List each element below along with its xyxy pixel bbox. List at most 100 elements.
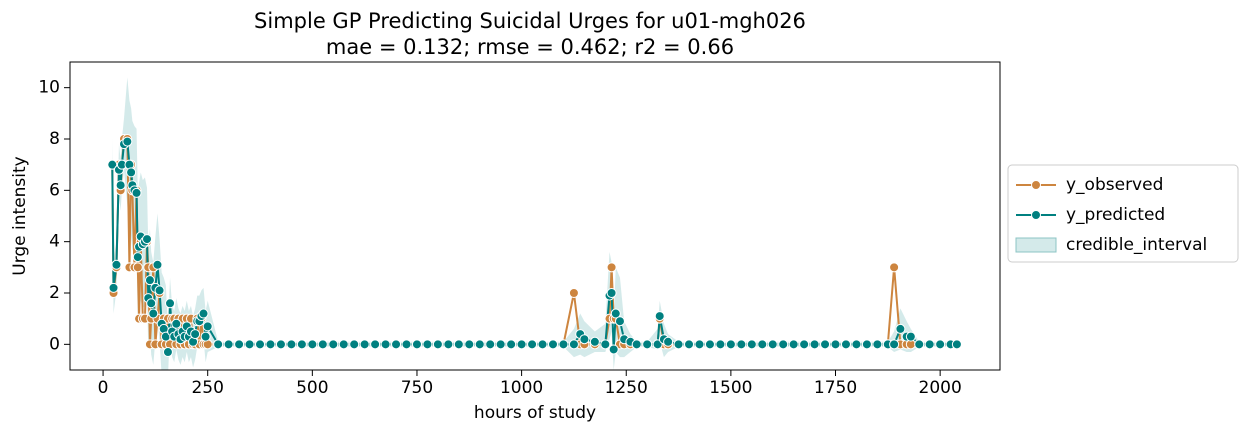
x-tick-label: 1250 bbox=[605, 378, 648, 398]
y-tick-label: 4 bbox=[49, 232, 60, 252]
data-point bbox=[757, 339, 768, 350]
data-point bbox=[631, 339, 642, 350]
data-point bbox=[275, 339, 286, 350]
data-point bbox=[411, 339, 422, 350]
data-point bbox=[704, 339, 715, 350]
x-tick-label: 500 bbox=[296, 378, 328, 398]
data-point bbox=[736, 339, 747, 350]
legend-label: y_predicted bbox=[1066, 205, 1165, 225]
data-point bbox=[516, 339, 527, 350]
data-point bbox=[165, 298, 176, 309]
data-point bbox=[951, 339, 962, 350]
data-point bbox=[328, 339, 339, 350]
data-point bbox=[464, 339, 475, 350]
data-point bbox=[914, 339, 925, 350]
data-point bbox=[746, 339, 757, 350]
y-tick-label: 8 bbox=[49, 129, 60, 149]
data-point bbox=[568, 339, 579, 350]
data-point bbox=[872, 339, 883, 350]
y-axis-label: Urge intensity bbox=[10, 156, 30, 276]
data-point bbox=[132, 252, 143, 263]
data-point bbox=[152, 259, 163, 270]
data-point bbox=[610, 308, 621, 319]
data-point bbox=[317, 339, 328, 350]
data-point bbox=[286, 339, 297, 350]
data-point bbox=[422, 339, 433, 350]
chart-title: Simple GP Predicting Suicidal Urges for … bbox=[254, 9, 806, 33]
data-point bbox=[547, 339, 558, 350]
data-point bbox=[889, 339, 900, 350]
data-point bbox=[432, 339, 443, 350]
data-point bbox=[223, 339, 234, 350]
data-point bbox=[506, 339, 517, 350]
data-point bbox=[171, 318, 182, 329]
data-point bbox=[600, 339, 611, 350]
data-point bbox=[370, 339, 381, 350]
data-point bbox=[108, 282, 119, 293]
x-tick-label: 1750 bbox=[814, 378, 857, 398]
data-point bbox=[606, 288, 617, 298]
data-point bbox=[338, 339, 349, 350]
legend-label: credible_interval bbox=[1066, 235, 1207, 255]
plot-area bbox=[107, 77, 962, 370]
data-point bbox=[148, 308, 159, 319]
data-point bbox=[115, 180, 126, 191]
legend: y_observed y_predicted credible_interval bbox=[1007, 164, 1239, 263]
data-point bbox=[568, 288, 579, 298]
data-point bbox=[684, 339, 695, 350]
y-tick-label: 0 bbox=[49, 334, 60, 354]
data-point bbox=[307, 339, 318, 350]
data-point bbox=[142, 234, 153, 245]
x-tick-label: 250 bbox=[191, 378, 223, 398]
data-point bbox=[579, 334, 590, 345]
data-point bbox=[202, 321, 213, 332]
data-point bbox=[851, 339, 862, 350]
data-point bbox=[778, 339, 789, 350]
data-point bbox=[111, 259, 122, 270]
legend-marker bbox=[1031, 210, 1041, 220]
data-point bbox=[895, 323, 906, 334]
data-point bbox=[453, 339, 464, 350]
data-point bbox=[663, 336, 674, 347]
data-point bbox=[642, 339, 653, 350]
data-point bbox=[200, 331, 211, 342]
data-point bbox=[146, 298, 157, 309]
legend-swatch bbox=[1015, 237, 1057, 253]
x-tick-label: 0 bbox=[98, 378, 109, 398]
data-point bbox=[126, 167, 137, 178]
legend-marker bbox=[1031, 180, 1041, 190]
y-tick-label: 10 bbox=[38, 78, 60, 98]
x-tick-label: 1500 bbox=[709, 378, 752, 398]
data-point bbox=[527, 339, 538, 350]
data-point bbox=[485, 339, 496, 350]
data-point bbox=[767, 339, 778, 350]
data-point bbox=[154, 285, 165, 296]
plot-frame bbox=[69, 61, 1001, 371]
data-point bbox=[474, 339, 485, 350]
data-point bbox=[132, 262, 143, 273]
data-point bbox=[788, 339, 799, 350]
data-point bbox=[694, 339, 705, 350]
data-point bbox=[905, 331, 916, 342]
data-point bbox=[122, 136, 133, 147]
data-point bbox=[608, 344, 619, 355]
data-point bbox=[935, 339, 946, 350]
data-point bbox=[589, 336, 600, 347]
data-point bbox=[558, 339, 569, 350]
legend-label: y_observed bbox=[1066, 175, 1163, 195]
data-point bbox=[715, 339, 726, 350]
data-point bbox=[614, 316, 625, 327]
data-point bbox=[840, 339, 851, 350]
data-point bbox=[443, 339, 454, 350]
data-point bbox=[809, 339, 820, 350]
data-point bbox=[606, 262, 617, 273]
y-tick-label: 6 bbox=[49, 180, 60, 200]
legend-box bbox=[1007, 164, 1239, 263]
data-point bbox=[213, 339, 224, 350]
data-point bbox=[673, 339, 684, 350]
data-point bbox=[495, 339, 506, 350]
data-point bbox=[537, 339, 548, 350]
data-point bbox=[265, 339, 276, 350]
chart-subtitle: mae = 0.132; rmse = 0.462; r2 = 0.66 bbox=[326, 35, 734, 59]
